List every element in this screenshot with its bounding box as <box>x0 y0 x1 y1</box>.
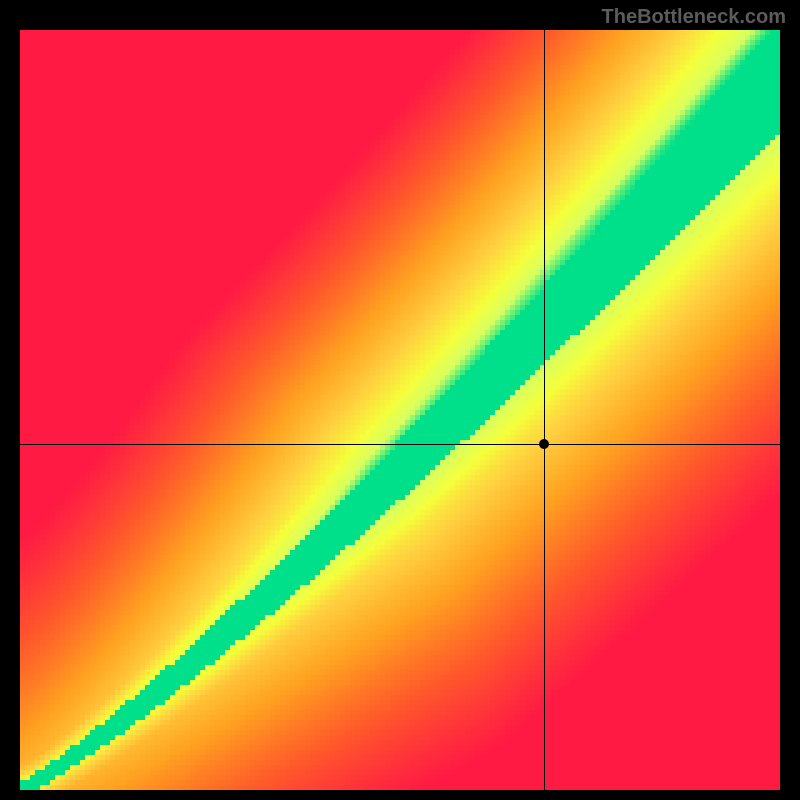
marker-dot <box>539 439 549 449</box>
watermark-text: TheBottleneck.com <box>602 6 786 29</box>
crosshair-vertical <box>544 30 545 790</box>
heatmap-canvas <box>20 30 780 790</box>
heatmap-plot <box>20 30 780 790</box>
crosshair-horizontal <box>20 444 780 445</box>
